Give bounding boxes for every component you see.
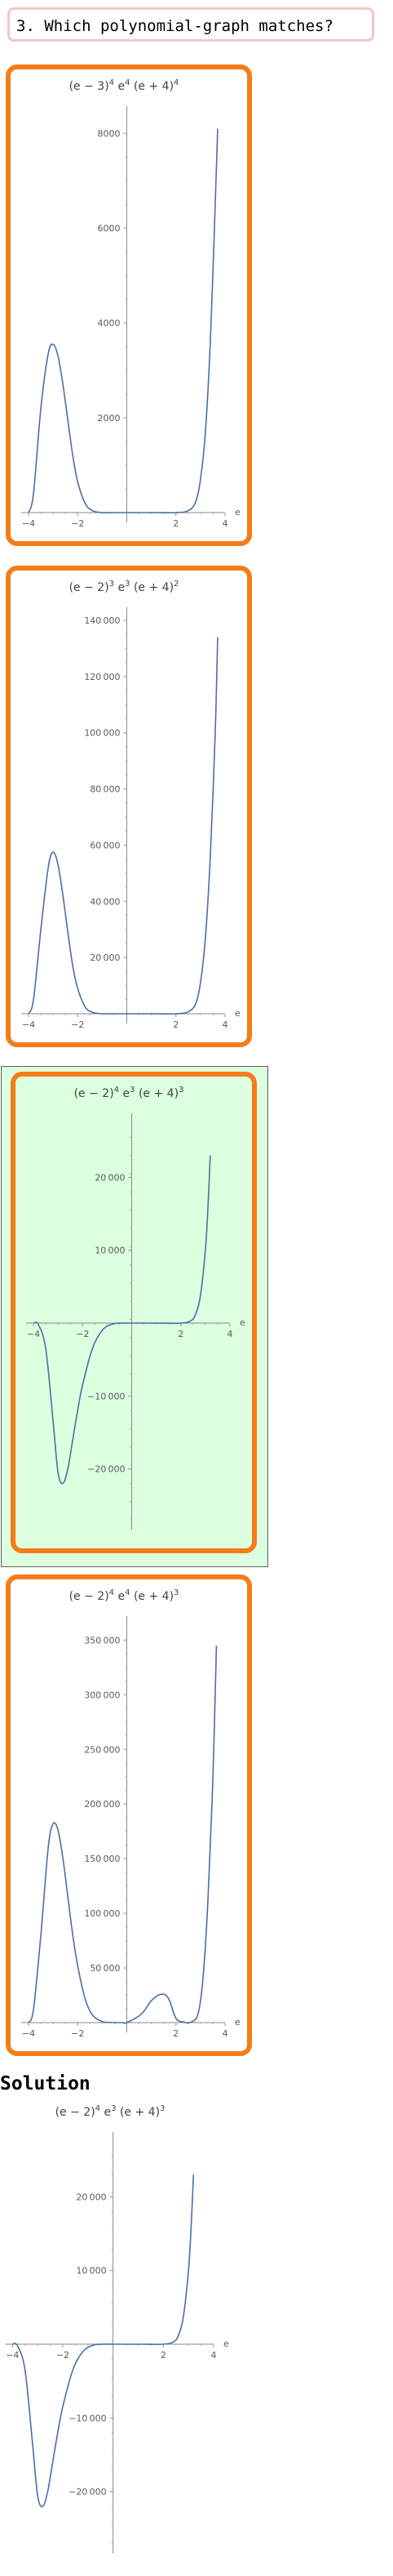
- y-tick-label: 60 000: [90, 840, 120, 851]
- x-axis-label: e: [240, 1317, 245, 1328]
- x-tick-label: 4: [223, 1019, 228, 1030]
- x-tick-label: −2: [71, 518, 84, 529]
- series-line: [28, 1646, 218, 2024]
- x-tick-label: −4: [22, 1019, 35, 1030]
- y-tick-label: −20 000: [87, 1464, 125, 1475]
- y-tick-label: 6000: [98, 224, 121, 234]
- solution-chart: (e − 2)4 e3 (e + 4)3 −4 −2 2 4e −20 000 −10 00…: [5, 2104, 229, 2553]
- y-tick-label: 8000: [98, 128, 121, 139]
- option-1-chart: (e − 3)4 e4 (e + 4)4 −4 −2 2 4e 2000 4000 6000 8…: [21, 78, 241, 529]
- series-line: [33, 1155, 211, 1485]
- y-tick-label: 350 000: [84, 1635, 120, 1646]
- x-tick-label: −4: [22, 518, 35, 529]
- y-tick-label: −10 000: [87, 1391, 125, 1401]
- option-card-1[interactable]: [6, 64, 252, 546]
- x-tick-label: −4: [6, 2350, 19, 2361]
- x-tick-label: 2: [178, 1329, 183, 1339]
- chart-title: (e − 2)3 e3 (e + 4)2: [69, 580, 179, 594]
- option-card-3[interactable]: [11, 1072, 257, 1553]
- y-tick-label: 20 000: [90, 953, 120, 963]
- x-axis-label: e: [223, 2338, 229, 2349]
- option-3-chart: (e − 2)4 e3 (e + 4)3 −4 −2 2 4e −20 000 −10 00…: [26, 1086, 245, 1530]
- y-tick-label: 250 000: [84, 1744, 120, 1755]
- y-tick-label: 120 000: [84, 672, 120, 682]
- series-line: [28, 637, 219, 1015]
- x-tick-label: 4: [223, 518, 228, 529]
- option-card-2[interactable]: [6, 566, 252, 1047]
- series-line: [28, 128, 219, 513]
- question-text: 3. Which polynomial‐graph matches?: [16, 17, 333, 35]
- x-tick-label: 2: [161, 2350, 166, 2361]
- x-tick-label: −2: [56, 2350, 69, 2361]
- y-tick-label: 20 000: [95, 1172, 125, 1183]
- y-tick-label: 4000: [98, 318, 121, 329]
- chart-title: (e − 2)4 e3 (e + 4)3: [74, 1086, 184, 1100]
- x-axis-label: e: [235, 1008, 241, 1019]
- y-tick-label: 100 000: [84, 728, 120, 739]
- y-tick-label: 2000: [98, 413, 121, 424]
- series-line: [12, 2174, 195, 2507]
- x-tick-label: 4: [211, 2350, 217, 2361]
- y-tick-label: 150 000: [84, 1854, 120, 1864]
- option-4-chart: (e − 2)4 e4 (e + 4)3 −4 −2 2 4e 50 000 100 000…: [21, 1588, 241, 2039]
- chart-title: (e − 2)4 e4 (e + 4)3: [69, 1588, 179, 1603]
- x-tick-label: −2: [71, 1019, 84, 1030]
- x-tick-label: 2: [173, 1019, 179, 1030]
- selected-option-background: [1, 1066, 268, 1567]
- x-tick-label: −4: [27, 1329, 40, 1339]
- x-tick-label: 2: [173, 2028, 179, 2039]
- y-tick-label: 10 000: [95, 1246, 125, 1256]
- x-axis-label: e: [235, 507, 241, 517]
- x-tick-label: −4: [22, 2028, 35, 2039]
- chart-title: (e − 2)4 e3 (e + 4)3: [55, 2104, 166, 2119]
- y-tick-label: 100 000: [84, 1908, 120, 1919]
- y-tick-label: 20 000: [76, 2192, 106, 2202]
- y-tick-label: 50 000: [90, 1963, 120, 1974]
- question-box: 3. Which polynomial‐graph matches?: [7, 7, 374, 42]
- x-tick-label: 4: [223, 2028, 228, 2039]
- x-tick-label: 2: [173, 518, 179, 529]
- y-tick-label: 300 000: [84, 1690, 120, 1700]
- y-tick-label: 140 000: [84, 615, 120, 626]
- y-tick-label: 80 000: [90, 784, 120, 795]
- chart-title: (e − 3)4 e4 (e + 4)4: [69, 78, 179, 93]
- x-tick-label: 4: [227, 1329, 233, 1339]
- option-2-chart: (e − 2)3 e3 (e + 4)2 −4 −2 2 4e 20 000 40 000 6…: [21, 580, 241, 1030]
- y-tick-label: 10 000: [76, 2266, 106, 2276]
- y-tick-label: 40 000: [90, 896, 120, 907]
- y-tick-label: −20 000: [68, 2487, 106, 2498]
- y-tick-label: 200 000: [84, 1799, 120, 1810]
- x-axis-label: e: [235, 2017, 241, 2027]
- x-tick-label: −2: [71, 2028, 84, 2039]
- x-tick-label: −2: [76, 1329, 89, 1339]
- solution-heading: Solution: [0, 2073, 91, 2094]
- y-tick-label: −10 000: [68, 2413, 106, 2423]
